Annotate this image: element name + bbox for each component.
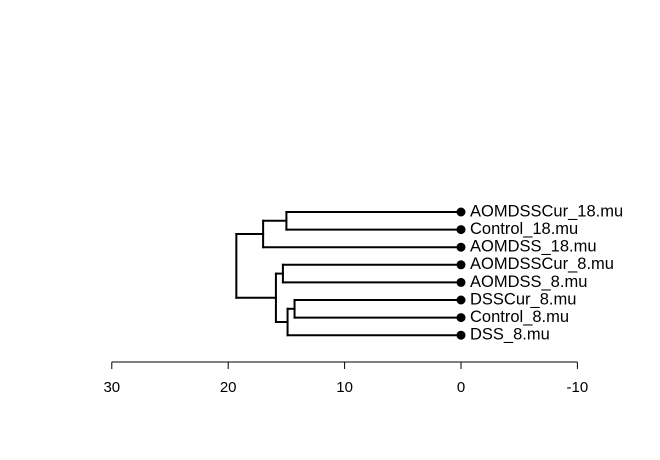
- leaf-label: DSSCur_8.mu: [470, 290, 576, 308]
- dendrogram-links: [235, 211, 462, 337]
- leaf-point: [456, 242, 466, 252]
- x-axis: 30 20 10 0 -10: [103, 361, 589, 396]
- leaf-label: AOMDSSCur_18.mu: [470, 202, 623, 220]
- leaf-point: [456, 225, 466, 235]
- leaf-label: Control_18.mu: [470, 220, 578, 238]
- leaf-point: [456, 207, 466, 217]
- leaf-label: AOMDSS_8.mu: [470, 273, 587, 291]
- leaf-label: AOMDSS_18.mu: [470, 238, 597, 256]
- leaf-label: AOMDSSCur_8.mu: [470, 255, 614, 273]
- leaf-point: [456, 260, 466, 270]
- x-axis-tick-label: 20: [220, 379, 237, 396]
- leaf-point: [456, 277, 466, 287]
- x-axis-tick-label: 30: [103, 379, 120, 396]
- x-axis-tick-label: 0: [457, 379, 465, 396]
- leaf-label: Control_8.mu: [470, 308, 569, 326]
- leaf-label: DSS_8.mu: [470, 326, 550, 344]
- leaf-point: [456, 313, 466, 323]
- x-axis-tick-label: 10: [336, 379, 353, 396]
- leaf-point: [456, 330, 466, 340]
- leaf-point: [456, 295, 466, 305]
- x-axis-tick-label: -10: [567, 379, 589, 396]
- dendrogram-leaves: AOMDSSCur_18.muControl_18.muAOMDSS_18.mu…: [456, 202, 623, 344]
